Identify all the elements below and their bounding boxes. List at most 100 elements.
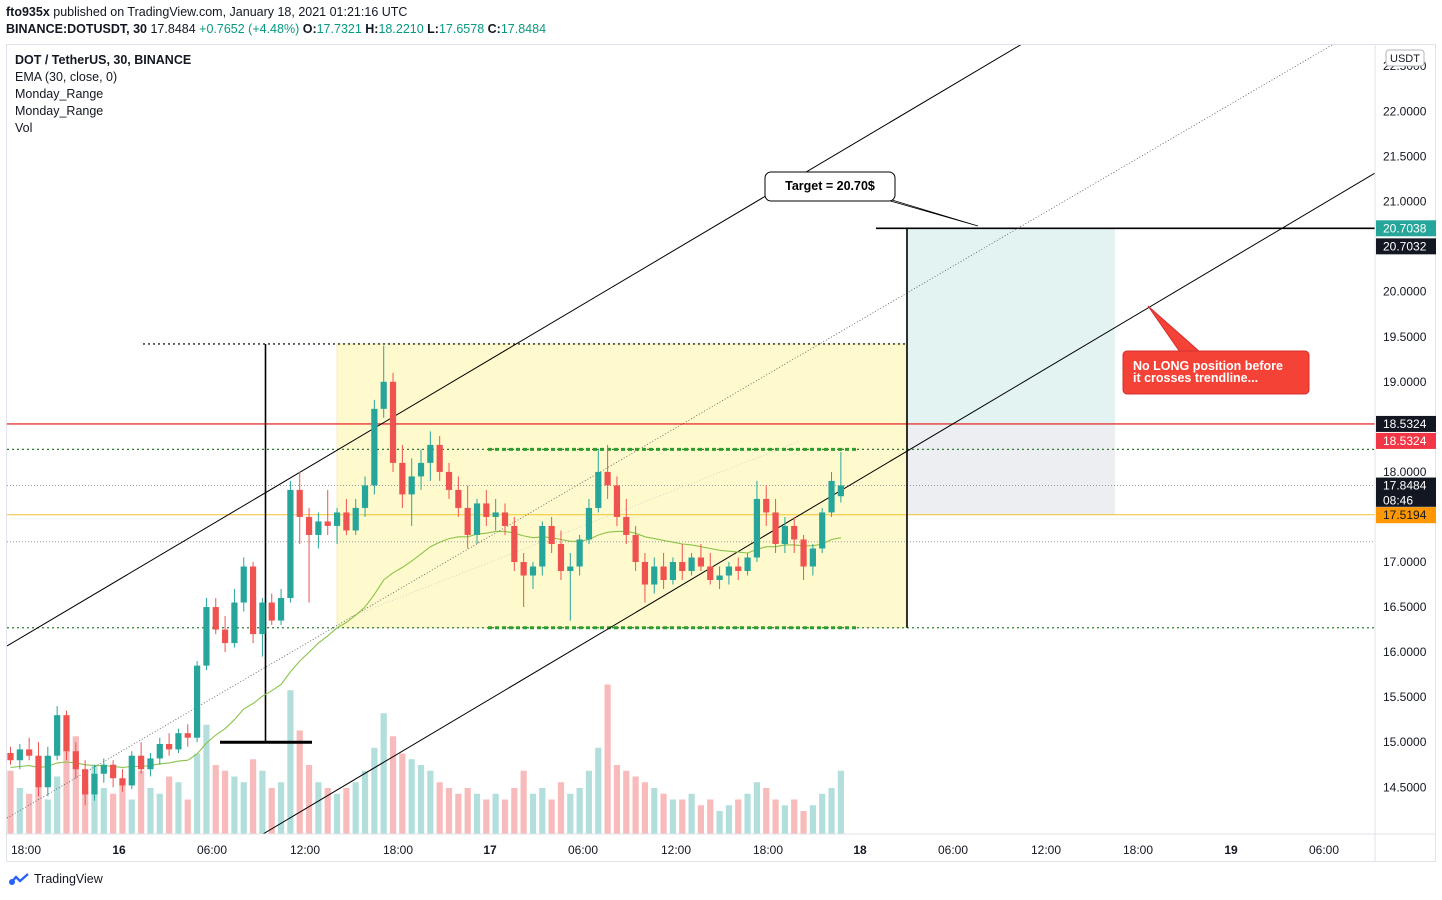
- warning-callout-pointer: [1147, 305, 1202, 353]
- volume-bar: [259, 770, 266, 834]
- candle-body: [324, 521, 331, 526]
- candle-body: [539, 525, 546, 567]
- target-callout-box: [764, 171, 896, 202]
- candle-body: [604, 471, 611, 486]
- candle-body: [380, 381, 387, 409]
- volume-bar: [837, 770, 844, 834]
- legend-item-monday-range-2[interactable]: Monday_Range: [15, 104, 104, 118]
- volume-bar: [548, 799, 555, 834]
- candle-body: [231, 602, 238, 644]
- time-tick-label: 06:00: [1309, 843, 1339, 857]
- candle-body: [473, 503, 481, 535]
- close-value: 17.8484: [500, 22, 547, 36]
- candle-body: [417, 462, 425, 477]
- candle-body: [520, 562, 527, 576]
- legend-title[interactable]: DOT / TetherUS, 30, BINANCE: [15, 53, 192, 67]
- candle-body: [156, 744, 163, 759]
- volume-bar: [427, 770, 434, 834]
- price-change: +0.7652 (+4.48%): [199, 22, 300, 36]
- candle-body: [445, 471, 453, 490]
- candle-body: [91, 773, 98, 795]
- candle-body: [492, 512, 499, 517]
- price-tick-label: 21.0000: [1383, 195, 1427, 209]
- volume-bar: [231, 776, 238, 834]
- time-tick-label: 19: [1224, 843, 1238, 857]
- candle-body: [548, 525, 555, 544]
- price-tick-label: 16.0000: [1383, 645, 1427, 659]
- volume-bar: [296, 730, 303, 834]
- close-label: C:: [487, 22, 501, 36]
- candle-body: [744, 557, 751, 572]
- tradingview-logo[interactable]: TradingView: [8, 872, 103, 886]
- price-label-text: 08:46: [1383, 494, 1413, 508]
- target-zone: [907, 228, 1115, 424]
- volume-bar: [333, 793, 341, 834]
- volume-bar: [361, 770, 369, 834]
- candle-body: [82, 769, 89, 795]
- candle-body: [781, 525, 788, 544]
- volume-bar: [268, 788, 275, 834]
- legend-item-vol[interactable]: Vol: [15, 121, 33, 135]
- candle-body: [35, 755, 42, 788]
- volume-bar: [585, 770, 593, 834]
- candle-body: [147, 758, 154, 770]
- candle-body: [679, 562, 686, 572]
- candle-body: [697, 557, 705, 567]
- last-price: 17.8484: [150, 22, 196, 36]
- candle-body: [212, 607, 219, 630]
- candle-body: [483, 503, 490, 517]
- price-tick-label: 18.0000: [1383, 465, 1427, 479]
- candle-body: [194, 665, 201, 738]
- volume-bar: [613, 765, 621, 834]
- channel-lower-line: [262, 172, 1375, 834]
- volume-bar: [287, 690, 294, 834]
- target-callout-pointer: [879, 197, 979, 227]
- candle-body: [240, 566, 247, 603]
- high-value: 18.2210: [378, 22, 424, 36]
- publisher-name[interactable]: fto935x: [6, 5, 50, 19]
- time-tick-label: 18: [853, 843, 867, 857]
- price-tick-label: 14.5000: [1383, 780, 1427, 794]
- candle-body: [772, 512, 779, 544]
- volume-bar: [324, 788, 331, 834]
- time-tick-label: 06:00: [568, 843, 598, 857]
- candle-body: [707, 566, 714, 581]
- warning-callout-box: [1122, 350, 1310, 395]
- volume-bar: [753, 782, 760, 834]
- warning-callout-line1: No LONG position before: [1133, 359, 1283, 373]
- price-tick-label: 17.0000: [1383, 555, 1427, 569]
- volume-bar: [557, 782, 565, 834]
- volume-bar: [679, 799, 686, 834]
- time-tick-label: 17: [483, 843, 497, 857]
- volume-bar: [501, 799, 509, 834]
- candle-body: [809, 548, 816, 567]
- volume-bar: [520, 770, 527, 834]
- candle-body: [26, 749, 33, 756]
- price-tick-label: 15.0000: [1383, 735, 1427, 749]
- candle-body: [427, 444, 434, 463]
- volume-bar: [54, 776, 61, 834]
- candle-body: [501, 512, 509, 526]
- candle-body: [399, 462, 406, 495]
- volume-bar: [511, 788, 518, 834]
- price-label-box: [1376, 238, 1436, 255]
- volume-bar: [389, 736, 397, 834]
- volume-bar: [604, 684, 611, 834]
- volume-bar: [128, 799, 135, 834]
- price-label-text: 17.8484: [1383, 479, 1427, 493]
- volume-bar: [669, 799, 677, 834]
- volume-bar: [277, 782, 285, 834]
- volume-bar: [343, 788, 350, 834]
- price-tick-label: 21.5000: [1383, 150, 1427, 164]
- legend-item-ema[interactable]: EMA (30, close, 0): [15, 70, 118, 84]
- candle-body: [464, 507, 471, 535]
- candle-body: [54, 715, 61, 756]
- low-label: L:: [427, 22, 439, 36]
- candle-body: [44, 755, 51, 788]
- time-tick-label: 18:00: [1123, 843, 1153, 857]
- candle-body: [287, 489, 294, 599]
- candle-body: [716, 575, 723, 581]
- candle-body: [259, 602, 266, 635]
- legend-item-monday-range-1[interactable]: Monday_Range: [15, 87, 104, 101]
